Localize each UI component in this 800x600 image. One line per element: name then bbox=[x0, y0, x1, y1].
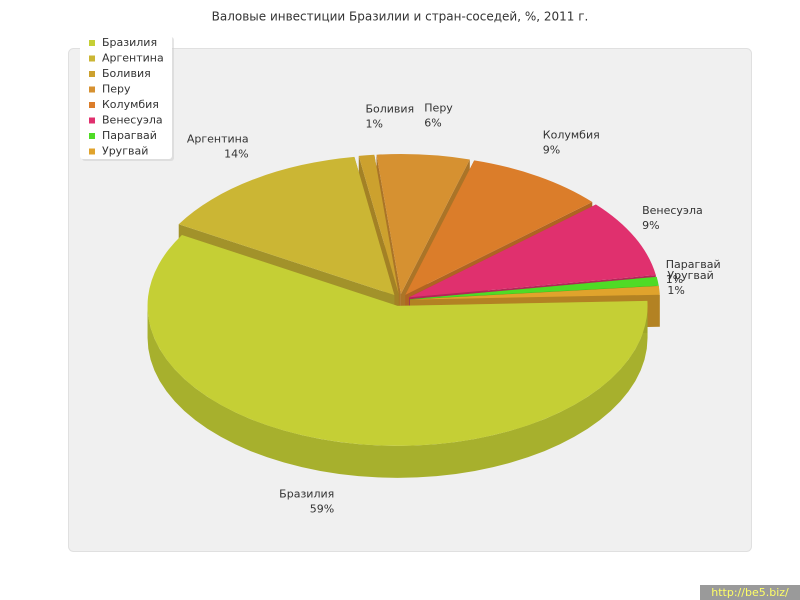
data-label-name: Бразилия bbox=[279, 488, 334, 501]
pie bbox=[147, 154, 660, 478]
legend-swatch bbox=[89, 102, 95, 108]
chart-title: Валовые инвестиции Бразилии и стран-сосе… bbox=[212, 10, 589, 24]
data-label-name: Колумбия bbox=[543, 129, 600, 142]
legend-swatch bbox=[89, 40, 95, 46]
data-label: 14% bbox=[224, 147, 248, 160]
slice bbox=[376, 154, 470, 295]
legend-label: Венесуэла bbox=[102, 114, 163, 127]
data-label: 9% bbox=[543, 144, 560, 157]
legend-label: Уругвай bbox=[102, 145, 148, 158]
slice bbox=[358, 154, 399, 295]
slice bbox=[409, 276, 659, 300]
data-label-name: Боливия bbox=[365, 102, 414, 115]
legend-label: Перу bbox=[102, 83, 131, 96]
legend-label: Парагвай bbox=[102, 129, 157, 142]
legend-swatch bbox=[89, 55, 95, 62]
data-label-name: Венесуэла bbox=[642, 204, 703, 217]
slice bbox=[409, 285, 660, 300]
data-label-name: Парагвай bbox=[666, 258, 721, 271]
legend-swatch bbox=[89, 86, 95, 93]
data-labels: Бразилия 59% Аргентина 14% Боливия 1% Перу 6% Ко… bbox=[187, 102, 721, 516]
data-label: 59% bbox=[310, 503, 334, 516]
slice bbox=[147, 234, 648, 446]
legend bbox=[80, 35, 172, 159]
legend-swatch bbox=[89, 148, 95, 155]
legend-label: Аргентина bbox=[102, 52, 164, 65]
data-label: 1% bbox=[365, 117, 382, 130]
data-label-name: Аргентина bbox=[187, 132, 249, 145]
legend-items: Бразилия Аргентина Боливия Перу Колумбия Вене… bbox=[89, 36, 164, 158]
legend-label: Колумбия bbox=[102, 98, 159, 111]
legend-swatch bbox=[89, 71, 95, 77]
legend-label: Бразилия bbox=[102, 36, 157, 49]
data-label: 1% bbox=[667, 284, 684, 297]
slice bbox=[409, 204, 656, 298]
data-label-name: Перу bbox=[424, 102, 453, 115]
data-label-name: Уругвай bbox=[667, 269, 713, 282]
legend-swatch bbox=[89, 117, 95, 124]
data-label: 9% bbox=[642, 219, 659, 232]
slice bbox=[405, 160, 593, 295]
legend-swatch bbox=[89, 133, 95, 139]
data-label: 1% bbox=[666, 273, 683, 286]
legend-label: Боливия bbox=[102, 67, 151, 80]
watermark-bg bbox=[700, 585, 800, 600]
watermark: http://be5.biz/ bbox=[711, 586, 789, 599]
slice bbox=[178, 156, 395, 296]
slice-side bbox=[147, 305, 648, 478]
data-label: 6% bbox=[424, 117, 441, 130]
